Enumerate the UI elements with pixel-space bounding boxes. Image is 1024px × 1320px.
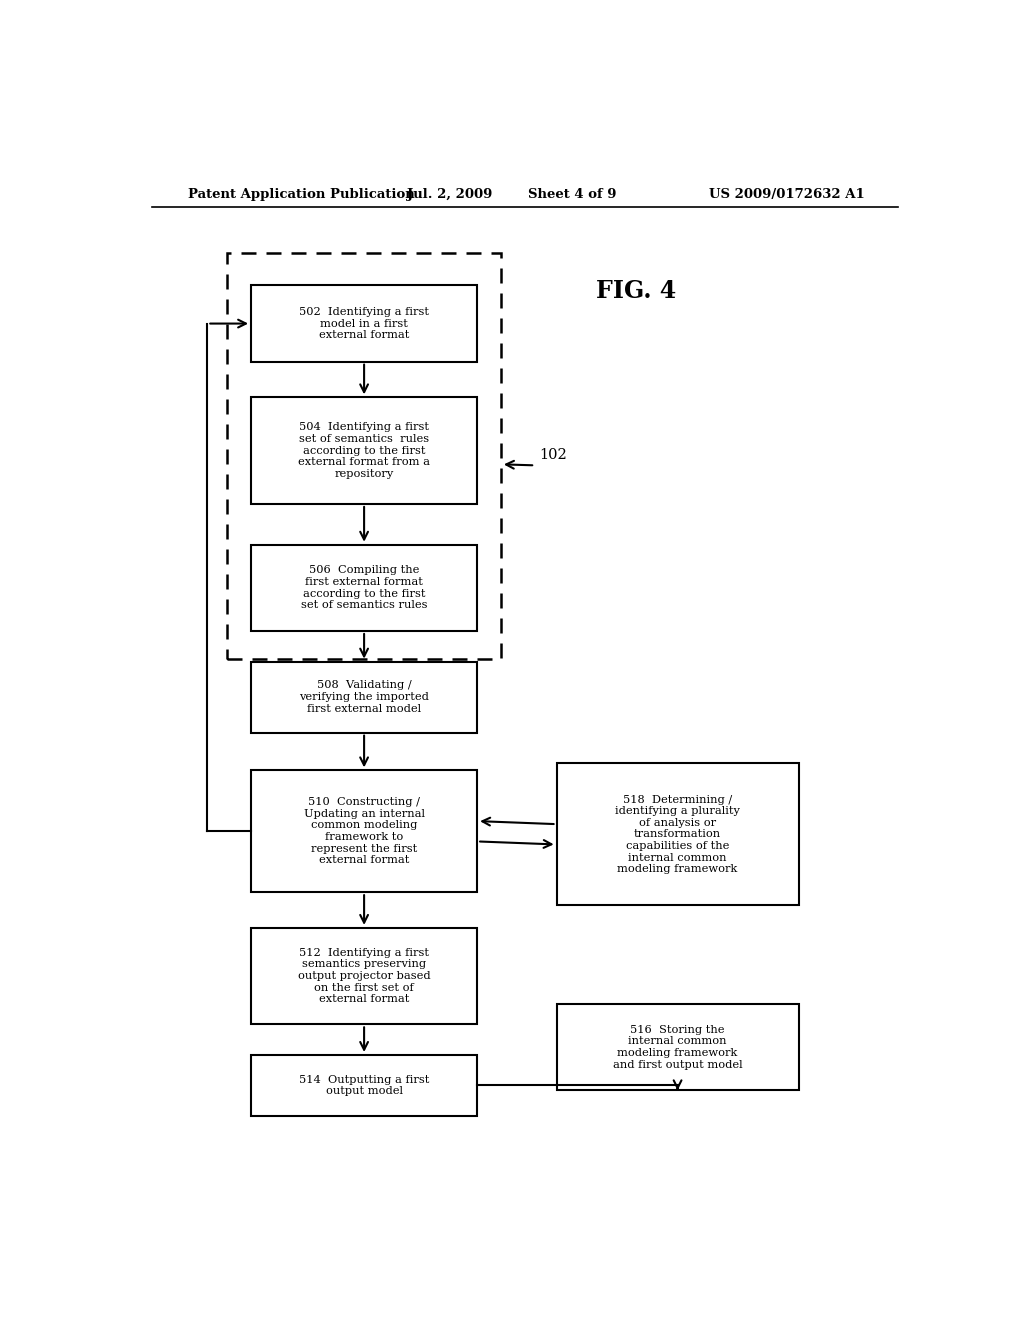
Bar (251, 661, 477, 733)
Bar (251, 771, 477, 892)
Text: 514  Outputting a first
output model: 514 Outputting a first output model (299, 1074, 429, 1096)
Text: 502  Identifying a first
model in a first
external format: 502 Identifying a first model in a first… (299, 308, 429, 341)
Text: Patent Application Publication: Patent Application Publication (187, 189, 415, 202)
Bar (251, 285, 477, 362)
Text: 518  Determining /
identifying a plurality
of analysis or
transformation
capabil: 518 Determining / identifying a pluralit… (615, 795, 740, 874)
Text: FIG. 4: FIG. 4 (596, 279, 676, 302)
Bar (251, 545, 477, 631)
Bar (227, 253, 501, 660)
Bar (557, 763, 799, 906)
Text: 510  Constructing /
Updating an internal
common modeling
framework to
represent : 510 Constructing / Updating an internal … (303, 797, 425, 865)
Bar (251, 397, 477, 504)
Text: 506  Compiling the
first external format
according to the first
set of semantics: 506 Compiling the first external format … (301, 565, 427, 610)
Text: US 2009/0172632 A1: US 2009/0172632 A1 (709, 189, 864, 202)
Text: 504  Identifying a first
set of semantics  rules
according to the first
external: 504 Identifying a first set of semantics… (298, 422, 430, 479)
Text: Sheet 4 of 9: Sheet 4 of 9 (528, 189, 616, 202)
Text: 516  Storing the
internal common
modeling framework
and first output model: 516 Storing the internal common modeling… (612, 1024, 742, 1069)
Bar (251, 1055, 477, 1115)
Bar (557, 1005, 799, 1090)
Bar (251, 928, 477, 1024)
Text: 512  Identifying a first
semantics preserving
output projector based
on the firs: 512 Identifying a first semantics preser… (298, 948, 430, 1005)
Text: 508  Validating /
verifying the imported
first external model: 508 Validating / verifying the imported … (299, 681, 429, 714)
Text: 102: 102 (539, 449, 567, 462)
Text: Jul. 2, 2009: Jul. 2, 2009 (407, 189, 493, 202)
